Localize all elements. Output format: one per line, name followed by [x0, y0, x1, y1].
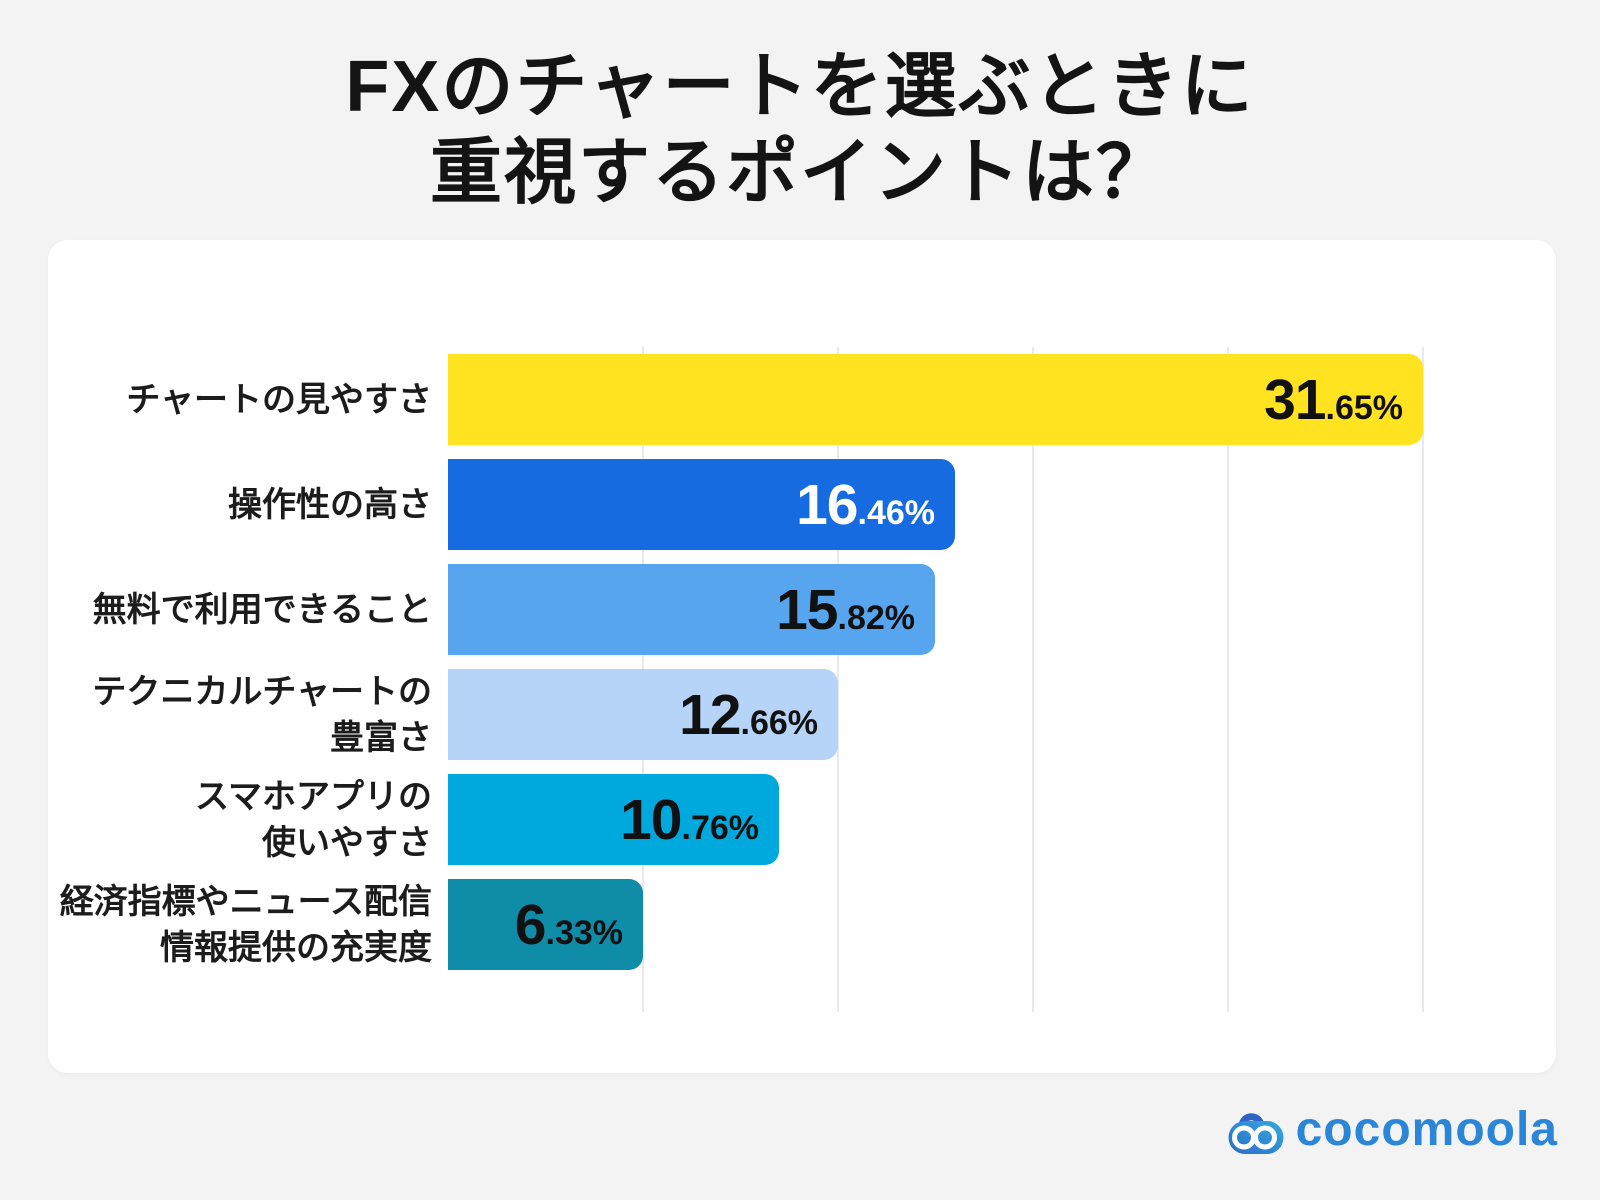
bar: 15.82%	[448, 564, 935, 655]
value-integer: 6	[514, 892, 547, 957]
chart-row: 経済指標やニュース配信情報提供の充実度 6.33%	[48, 879, 1556, 970]
category-label-line: 経済指標やニュース配信	[59, 882, 432, 921]
gridline	[1227, 347, 1229, 1012]
category-label-line: 豊富さ	[330, 718, 432, 757]
value-label: 10.76%	[620, 787, 759, 853]
value-integer: 10	[620, 787, 682, 852]
value-label: 16.46%	[796, 472, 935, 538]
value-integer: 15	[776, 577, 838, 642]
category-label-line: 操作性の高さ	[228, 485, 432, 524]
chart-row: 無料で利用できること 15.82%	[48, 564, 1556, 655]
value-label: 12.66%	[679, 682, 818, 748]
cocomoola-purse-icon	[1228, 1112, 1284, 1154]
category-label: テクニカルチャートの豊富さ	[48, 669, 432, 761]
bar: 6.33%	[448, 879, 643, 970]
category-label: スマホアプリの使いやすさ	[48, 774, 432, 866]
chart-row: テクニカルチャートの豊富さ 12.66%	[48, 669, 1556, 760]
category-label-line: 情報提供の充実度	[160, 928, 432, 967]
value-decimal: .82%	[837, 598, 916, 637]
bar: 16.46%	[448, 459, 955, 550]
value-decimal: .66%	[740, 703, 819, 742]
bar: 31.65%	[448, 354, 1423, 445]
category-label-line: 使いやすさ	[262, 823, 432, 862]
page-title-line1: FXのチャートを選ぶときに	[345, 47, 1255, 127]
chart-row: スマホアプリの使いやすさ 10.76%	[48, 774, 1556, 865]
bar: 12.66%	[448, 669, 838, 760]
value-integer: 12	[679, 682, 741, 747]
value-decimal: .65%	[1325, 388, 1404, 427]
value-decimal: .76%	[681, 808, 760, 847]
category-label-line: 無料で利用できること	[92, 590, 432, 629]
gridline	[1422, 347, 1424, 1012]
value-label: 31.65%	[1264, 367, 1403, 433]
category-label: 無料で利用できること	[48, 587, 432, 633]
page-title: FXのチャートを選ぶときに 重視するポイントは？	[0, 44, 1600, 216]
category-label: 経済指標やニュース配信情報提供の充実度	[48, 879, 432, 971]
bar: 10.76%	[448, 774, 779, 865]
category-label: 操作性の高さ	[48, 482, 432, 528]
category-label: チャートの見やすさ	[48, 377, 432, 423]
category-label-line: スマホアプリの	[195, 777, 432, 816]
page-title-line2: 重視するポイントは？	[429, 133, 1170, 213]
value-label: 6.33%	[515, 892, 623, 958]
chart-card: チャートの見やすさ 31.65% 操作性の高さ 16.46% 無料で利用できること 15.…	[48, 240, 1556, 1073]
value-decimal: .46%	[857, 493, 936, 532]
value-integer: 16	[796, 472, 858, 537]
value-label: 15.82%	[776, 577, 915, 643]
brand-name: cocomoola	[1295, 1103, 1558, 1156]
category-label-line: テクニカルチャートの	[92, 672, 432, 711]
chart-row: チャートの見やすさ 31.65%	[48, 354, 1556, 445]
value-decimal: .33%	[545, 913, 624, 952]
gridline	[1032, 347, 1034, 1012]
chart-row: 操作性の高さ 16.46%	[48, 459, 1556, 550]
category-label-line: チャートの見やすさ	[126, 380, 432, 419]
gridline	[837, 347, 839, 1012]
brand-logo: cocomoola	[1228, 1102, 1558, 1157]
value-integer: 31	[1264, 367, 1326, 432]
